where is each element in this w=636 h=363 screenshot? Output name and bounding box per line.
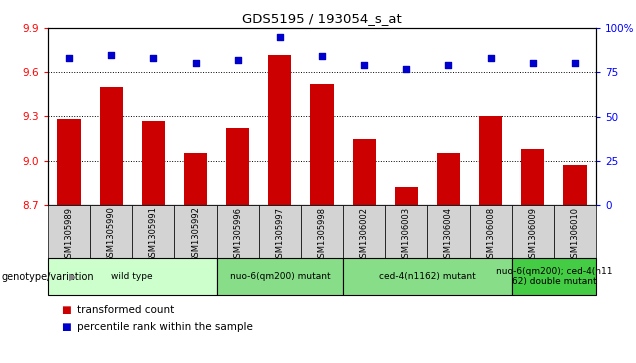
Point <box>359 62 370 68</box>
Bar <box>132 205 174 258</box>
Bar <box>259 205 301 258</box>
Bar <box>343 258 512 295</box>
Text: ▶: ▶ <box>69 272 77 281</box>
Point <box>485 55 495 61</box>
Text: GSM1306003: GSM1306003 <box>402 207 411 263</box>
Bar <box>301 205 343 258</box>
Bar <box>521 149 544 205</box>
Bar <box>100 87 123 205</box>
Text: wild type: wild type <box>111 272 153 281</box>
Text: ■: ■ <box>60 305 71 315</box>
Text: nuo-6(qm200) mutant: nuo-6(qm200) mutant <box>230 272 330 281</box>
Text: ■: ■ <box>60 322 71 332</box>
Point <box>401 66 411 72</box>
Text: GSM1305989: GSM1305989 <box>65 207 74 262</box>
Text: GSM1306002: GSM1306002 <box>359 207 369 262</box>
Point <box>233 57 243 63</box>
Point <box>528 61 538 66</box>
Bar <box>437 154 460 205</box>
Bar <box>512 205 554 258</box>
Bar <box>554 205 596 258</box>
Point <box>570 61 580 66</box>
Bar <box>512 258 596 295</box>
Bar <box>352 139 376 205</box>
Text: genotype/variation: genotype/variation <box>1 272 94 281</box>
Bar <box>174 205 217 258</box>
Text: GSM1305996: GSM1305996 <box>233 207 242 262</box>
Bar <box>48 205 90 258</box>
Point <box>106 52 116 57</box>
Bar <box>479 117 502 205</box>
Text: GSM1305998: GSM1305998 <box>317 207 326 262</box>
Text: GSM1305991: GSM1305991 <box>149 207 158 262</box>
Text: nuo-6(qm200); ced-4(n11
62) double mutant: nuo-6(qm200); ced-4(n11 62) double mutan… <box>495 267 612 286</box>
Bar <box>343 205 385 258</box>
Bar <box>217 205 259 258</box>
Title: GDS5195 / 193054_s_at: GDS5195 / 193054_s_at <box>242 12 402 25</box>
Text: GSM1305997: GSM1305997 <box>275 207 284 262</box>
Point <box>190 61 200 66</box>
Bar <box>268 54 291 205</box>
Bar <box>385 205 427 258</box>
Point <box>148 55 158 61</box>
Text: GSM1306008: GSM1306008 <box>486 207 495 263</box>
Bar <box>90 205 132 258</box>
Bar <box>427 205 469 258</box>
Bar <box>310 84 334 205</box>
Text: transformed count: transformed count <box>76 305 174 315</box>
Text: GSM1305990: GSM1305990 <box>107 207 116 262</box>
Bar <box>563 165 586 205</box>
Point <box>317 53 327 59</box>
Text: GSM1305992: GSM1305992 <box>191 207 200 262</box>
Bar <box>226 128 249 205</box>
Bar <box>469 205 512 258</box>
Text: percentile rank within the sample: percentile rank within the sample <box>76 322 252 332</box>
Bar <box>217 258 343 295</box>
Bar <box>184 154 207 205</box>
Point <box>275 34 285 40</box>
Point <box>443 62 453 68</box>
Bar <box>48 258 217 295</box>
Bar <box>57 119 81 205</box>
Bar <box>395 187 418 205</box>
Text: ced-4(n1162) mutant: ced-4(n1162) mutant <box>379 272 476 281</box>
Text: GSM1306004: GSM1306004 <box>444 207 453 262</box>
Text: GSM1306010: GSM1306010 <box>570 207 579 262</box>
Point <box>64 55 74 61</box>
Text: GSM1306009: GSM1306009 <box>529 207 537 262</box>
Bar <box>142 121 165 205</box>
